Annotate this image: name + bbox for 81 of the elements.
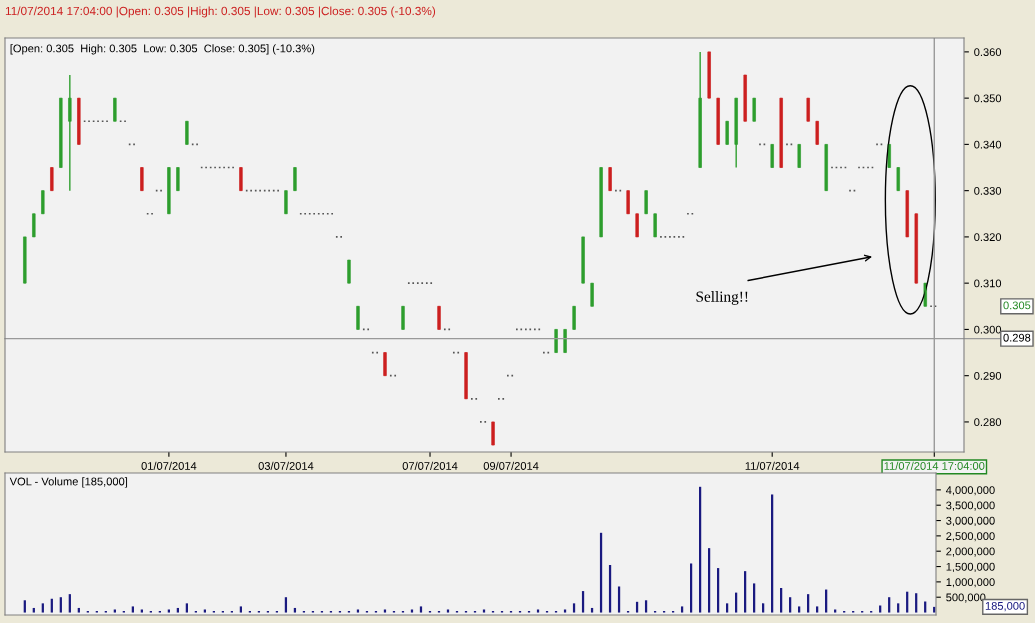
chart-title: VOL - Volume [185,000] bbox=[9, 477, 128, 488]
bar bbox=[68, 594, 71, 613]
y-tick-label: 0.290 bbox=[974, 371, 1002, 380]
y-tick-label: 2,500,000 bbox=[946, 532, 995, 542]
bar bbox=[176, 607, 179, 613]
bar bbox=[743, 571, 747, 613]
bar bbox=[798, 606, 801, 613]
x-tick-label: 07/07/2014 bbox=[402, 461, 458, 470]
x-tick-label: 11/07/2014 bbox=[745, 461, 800, 470]
x-tick-label: 11/07/2014 17:04:00 bbox=[884, 461, 985, 470]
bar bbox=[572, 603, 576, 613]
bar bbox=[41, 603, 44, 613]
y-tick-label: 0.300 bbox=[974, 325, 1002, 334]
chart-title: 11/07/2014 17:04:00 |Open: 0.305 |High: 0.305 |Low: 0.305 |Close: 0.305 (-10.3%) bbox=[5, 6, 436, 18]
y-tick-label: 500,000 bbox=[946, 593, 986, 603]
bar bbox=[816, 606, 819, 613]
y-tick-label: 3,500,000 bbox=[946, 501, 995, 511]
bar bbox=[608, 565, 612, 613]
bar bbox=[167, 609, 170, 613]
text: 0.305 bbox=[1003, 301, 1031, 310]
y-tick-label: 1,000,000 bbox=[946, 578, 995, 588]
bar bbox=[933, 606, 936, 613]
bar bbox=[888, 597, 891, 613]
bar bbox=[581, 591, 585, 613]
bar bbox=[140, 609, 143, 613]
bar bbox=[482, 609, 486, 613]
y-tick-label: 2,000,000 bbox=[946, 547, 995, 557]
y-tick-label: 0.280 bbox=[974, 418, 1002, 427]
ref-line-label: 0.298 bbox=[1003, 333, 1031, 342]
bar bbox=[897, 603, 900, 613]
bar bbox=[284, 597, 288, 613]
bar bbox=[689, 563, 693, 613]
bar bbox=[789, 597, 792, 613]
bar bbox=[725, 603, 729, 613]
text: 185,000 bbox=[985, 601, 1025, 612]
y-tick-label: 0.350 bbox=[974, 94, 1002, 103]
bar bbox=[293, 607, 297, 613]
bar bbox=[419, 606, 423, 613]
bar bbox=[753, 583, 756, 613]
text: [Open: 0.305 High: 0.305 Low: 0.305 Close: 0.305] (-10.3%) bbox=[10, 44, 315, 55]
bar bbox=[716, 568, 720, 613]
y-tick-label: 0.320 bbox=[974, 233, 1002, 242]
annotation: Selling!! bbox=[696, 291, 748, 305]
y-tick-label: 3,000,000 bbox=[946, 516, 995, 526]
bar bbox=[131, 606, 134, 613]
bar bbox=[185, 603, 188, 613]
x-tick-label: 03/07/2014 bbox=[258, 461, 314, 470]
bar bbox=[563, 609, 567, 613]
bar bbox=[203, 609, 207, 613]
bar bbox=[383, 609, 387, 613]
bar bbox=[807, 594, 810, 613]
bar bbox=[77, 607, 80, 613]
bar bbox=[113, 609, 116, 613]
bar bbox=[780, 588, 783, 613]
bar bbox=[446, 609, 450, 613]
bar bbox=[590, 607, 594, 613]
x-tick-label: 01/07/2014 bbox=[141, 461, 197, 470]
y-tick-label: 0.330 bbox=[974, 186, 1002, 195]
bar bbox=[50, 598, 53, 613]
y-tick-label: 0.360 bbox=[974, 48, 1002, 57]
bar bbox=[762, 603, 765, 613]
bar bbox=[915, 593, 918, 613]
bar bbox=[644, 600, 648, 613]
y-tick-label: 0.310 bbox=[974, 279, 1002, 288]
bar bbox=[536, 609, 540, 613]
bar bbox=[617, 586, 621, 613]
bar bbox=[410, 609, 414, 613]
x-tick-label: 09/07/2014 bbox=[483, 461, 539, 470]
bar bbox=[239, 606, 243, 613]
bar bbox=[707, 548, 711, 613]
y-tick-label: 1,500,000 bbox=[946, 562, 995, 572]
y-tick-label: 4,000,000 bbox=[945, 486, 995, 496]
y-tick-label: 0.340 bbox=[974, 140, 1002, 149]
bar bbox=[834, 609, 837, 613]
bar bbox=[23, 600, 26, 613]
bar bbox=[59, 597, 62, 613]
bar bbox=[32, 607, 35, 613]
bar bbox=[356, 609, 360, 613]
bar bbox=[680, 606, 684, 613]
bar bbox=[879, 605, 882, 613]
bar bbox=[635, 601, 639, 613]
